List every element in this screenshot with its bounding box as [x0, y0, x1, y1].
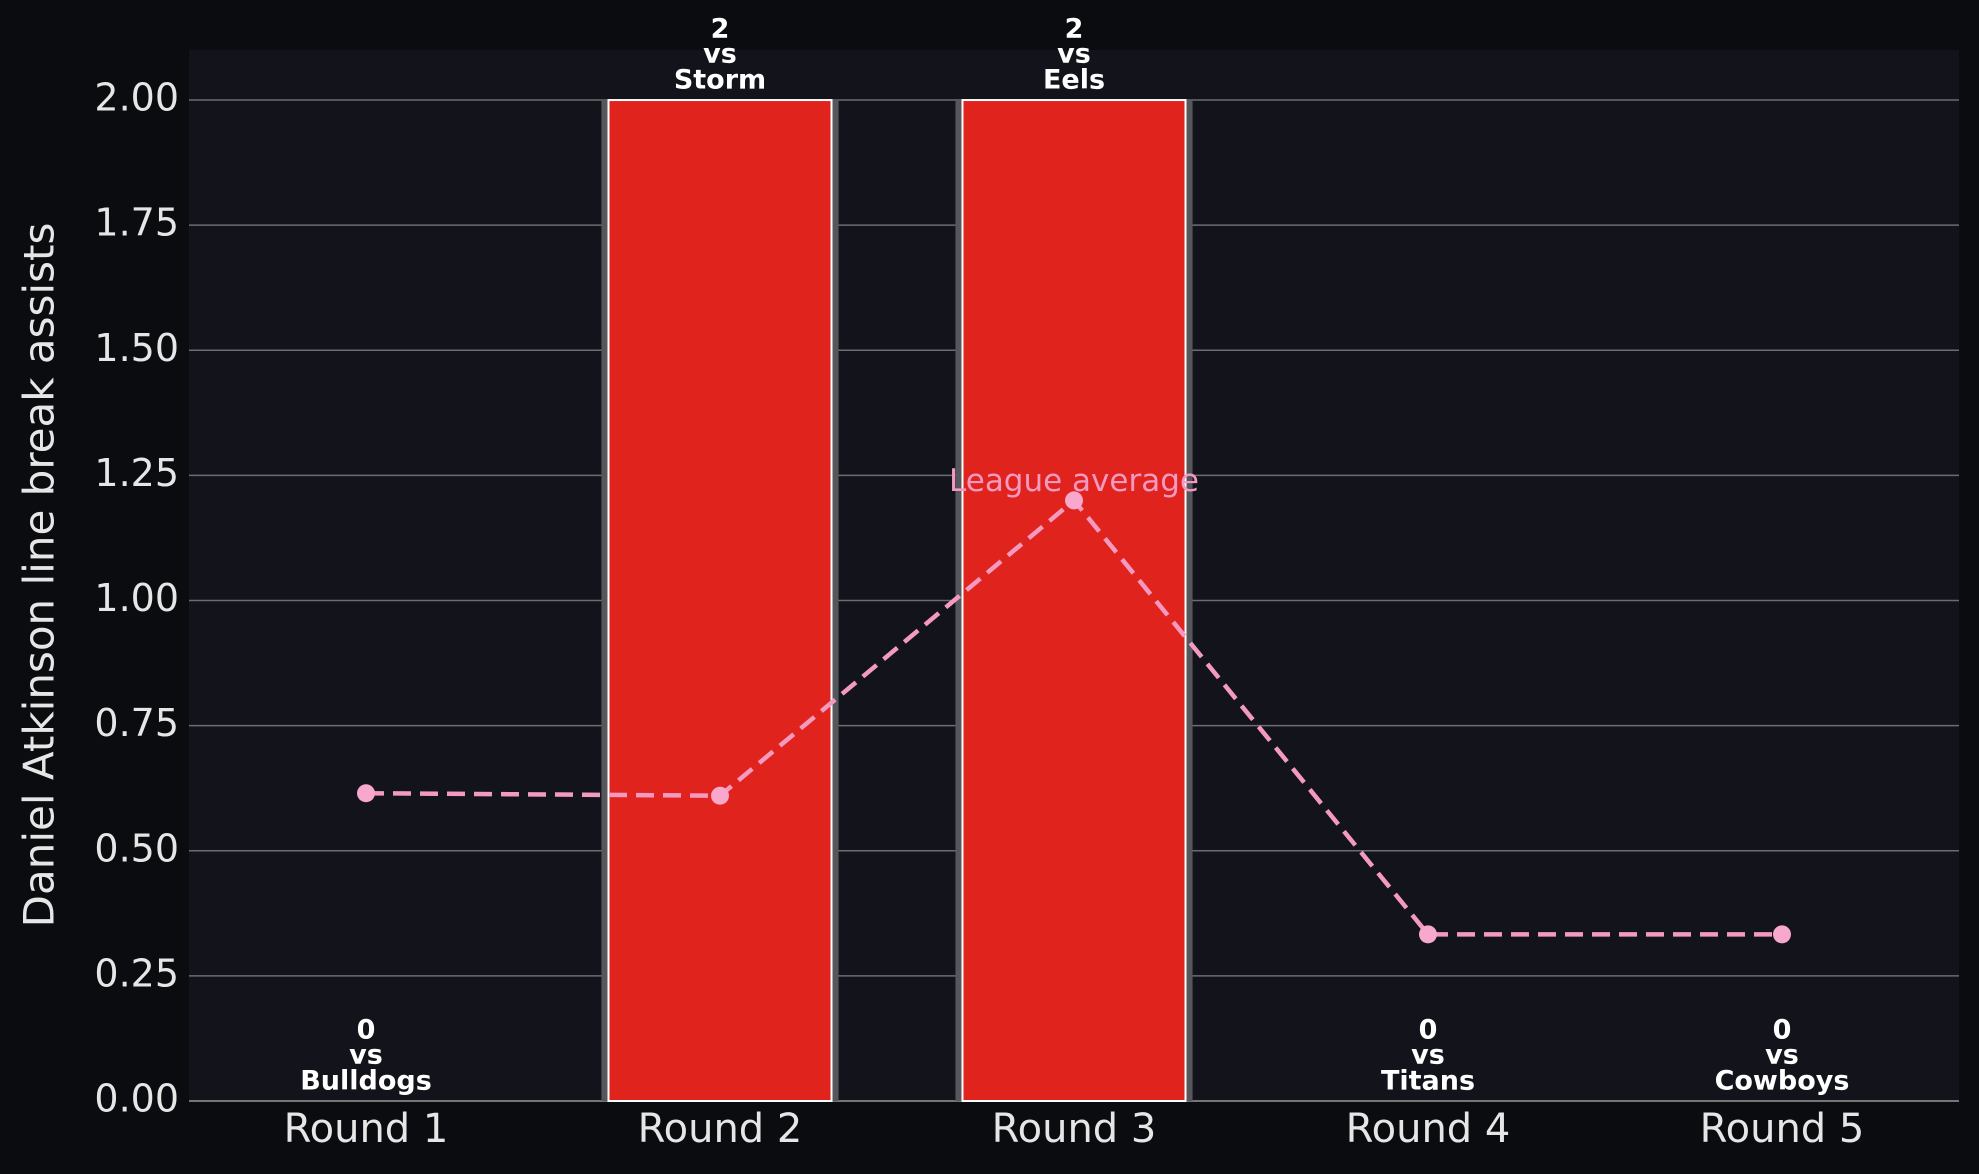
- value-label: 2: [711, 14, 730, 45]
- value-label-opponent: Eels: [1043, 65, 1105, 96]
- y-tick-label: 1.00: [94, 576, 179, 620]
- y-tick-label: 1.50: [94, 326, 179, 370]
- bar: [961, 99, 1187, 1103]
- bar: [607, 99, 833, 1103]
- y-tick-label: 1.25: [94, 451, 179, 495]
- value-label-connector: vs: [1411, 1040, 1445, 1071]
- value-label: 0: [1419, 1015, 1438, 1046]
- x-tick-label: Round 5: [1700, 1106, 1865, 1152]
- x-tick-label: Round 2: [638, 1106, 803, 1152]
- average-point: [711, 786, 729, 805]
- y-tick-label: 0.75: [94, 701, 179, 745]
- y-axis-label: Daniel Atkinson line break assists: [15, 223, 64, 928]
- value-label: 0: [1773, 1015, 1792, 1046]
- average-point: [1773, 925, 1791, 944]
- value-label-connector: vs: [349, 1040, 383, 1071]
- value-label-opponent: Storm: [674, 65, 766, 96]
- y-tick-label: 0.00: [94, 1077, 179, 1121]
- value-label-connector: vs: [1057, 39, 1091, 70]
- value-label-opponent: Bulldogs: [300, 1066, 432, 1097]
- average-point: [1419, 925, 1437, 944]
- value-label: 0: [357, 1015, 376, 1046]
- y-tick-label: 2.00: [94, 76, 179, 120]
- average-point: [1065, 491, 1083, 510]
- value-label-opponent: Titans: [1381, 1066, 1475, 1097]
- y-tick-label: 0.50: [94, 826, 179, 870]
- value-label-opponent: Cowboys: [1715, 1066, 1850, 1097]
- average-point: [357, 784, 375, 803]
- y-tick-label: 1.75: [94, 201, 179, 245]
- value-label-connector: vs: [703, 39, 737, 70]
- average-annotation: League average: [949, 463, 1199, 499]
- x-tick-label: Round 3: [992, 1106, 1157, 1152]
- x-tick-label: Round 1: [284, 1106, 449, 1152]
- value-label: 2: [1065, 14, 1084, 45]
- value-label-connector: vs: [1765, 1040, 1799, 1071]
- y-tick-label: 0.25: [94, 951, 179, 995]
- x-tick-label: Round 4: [1346, 1106, 1511, 1152]
